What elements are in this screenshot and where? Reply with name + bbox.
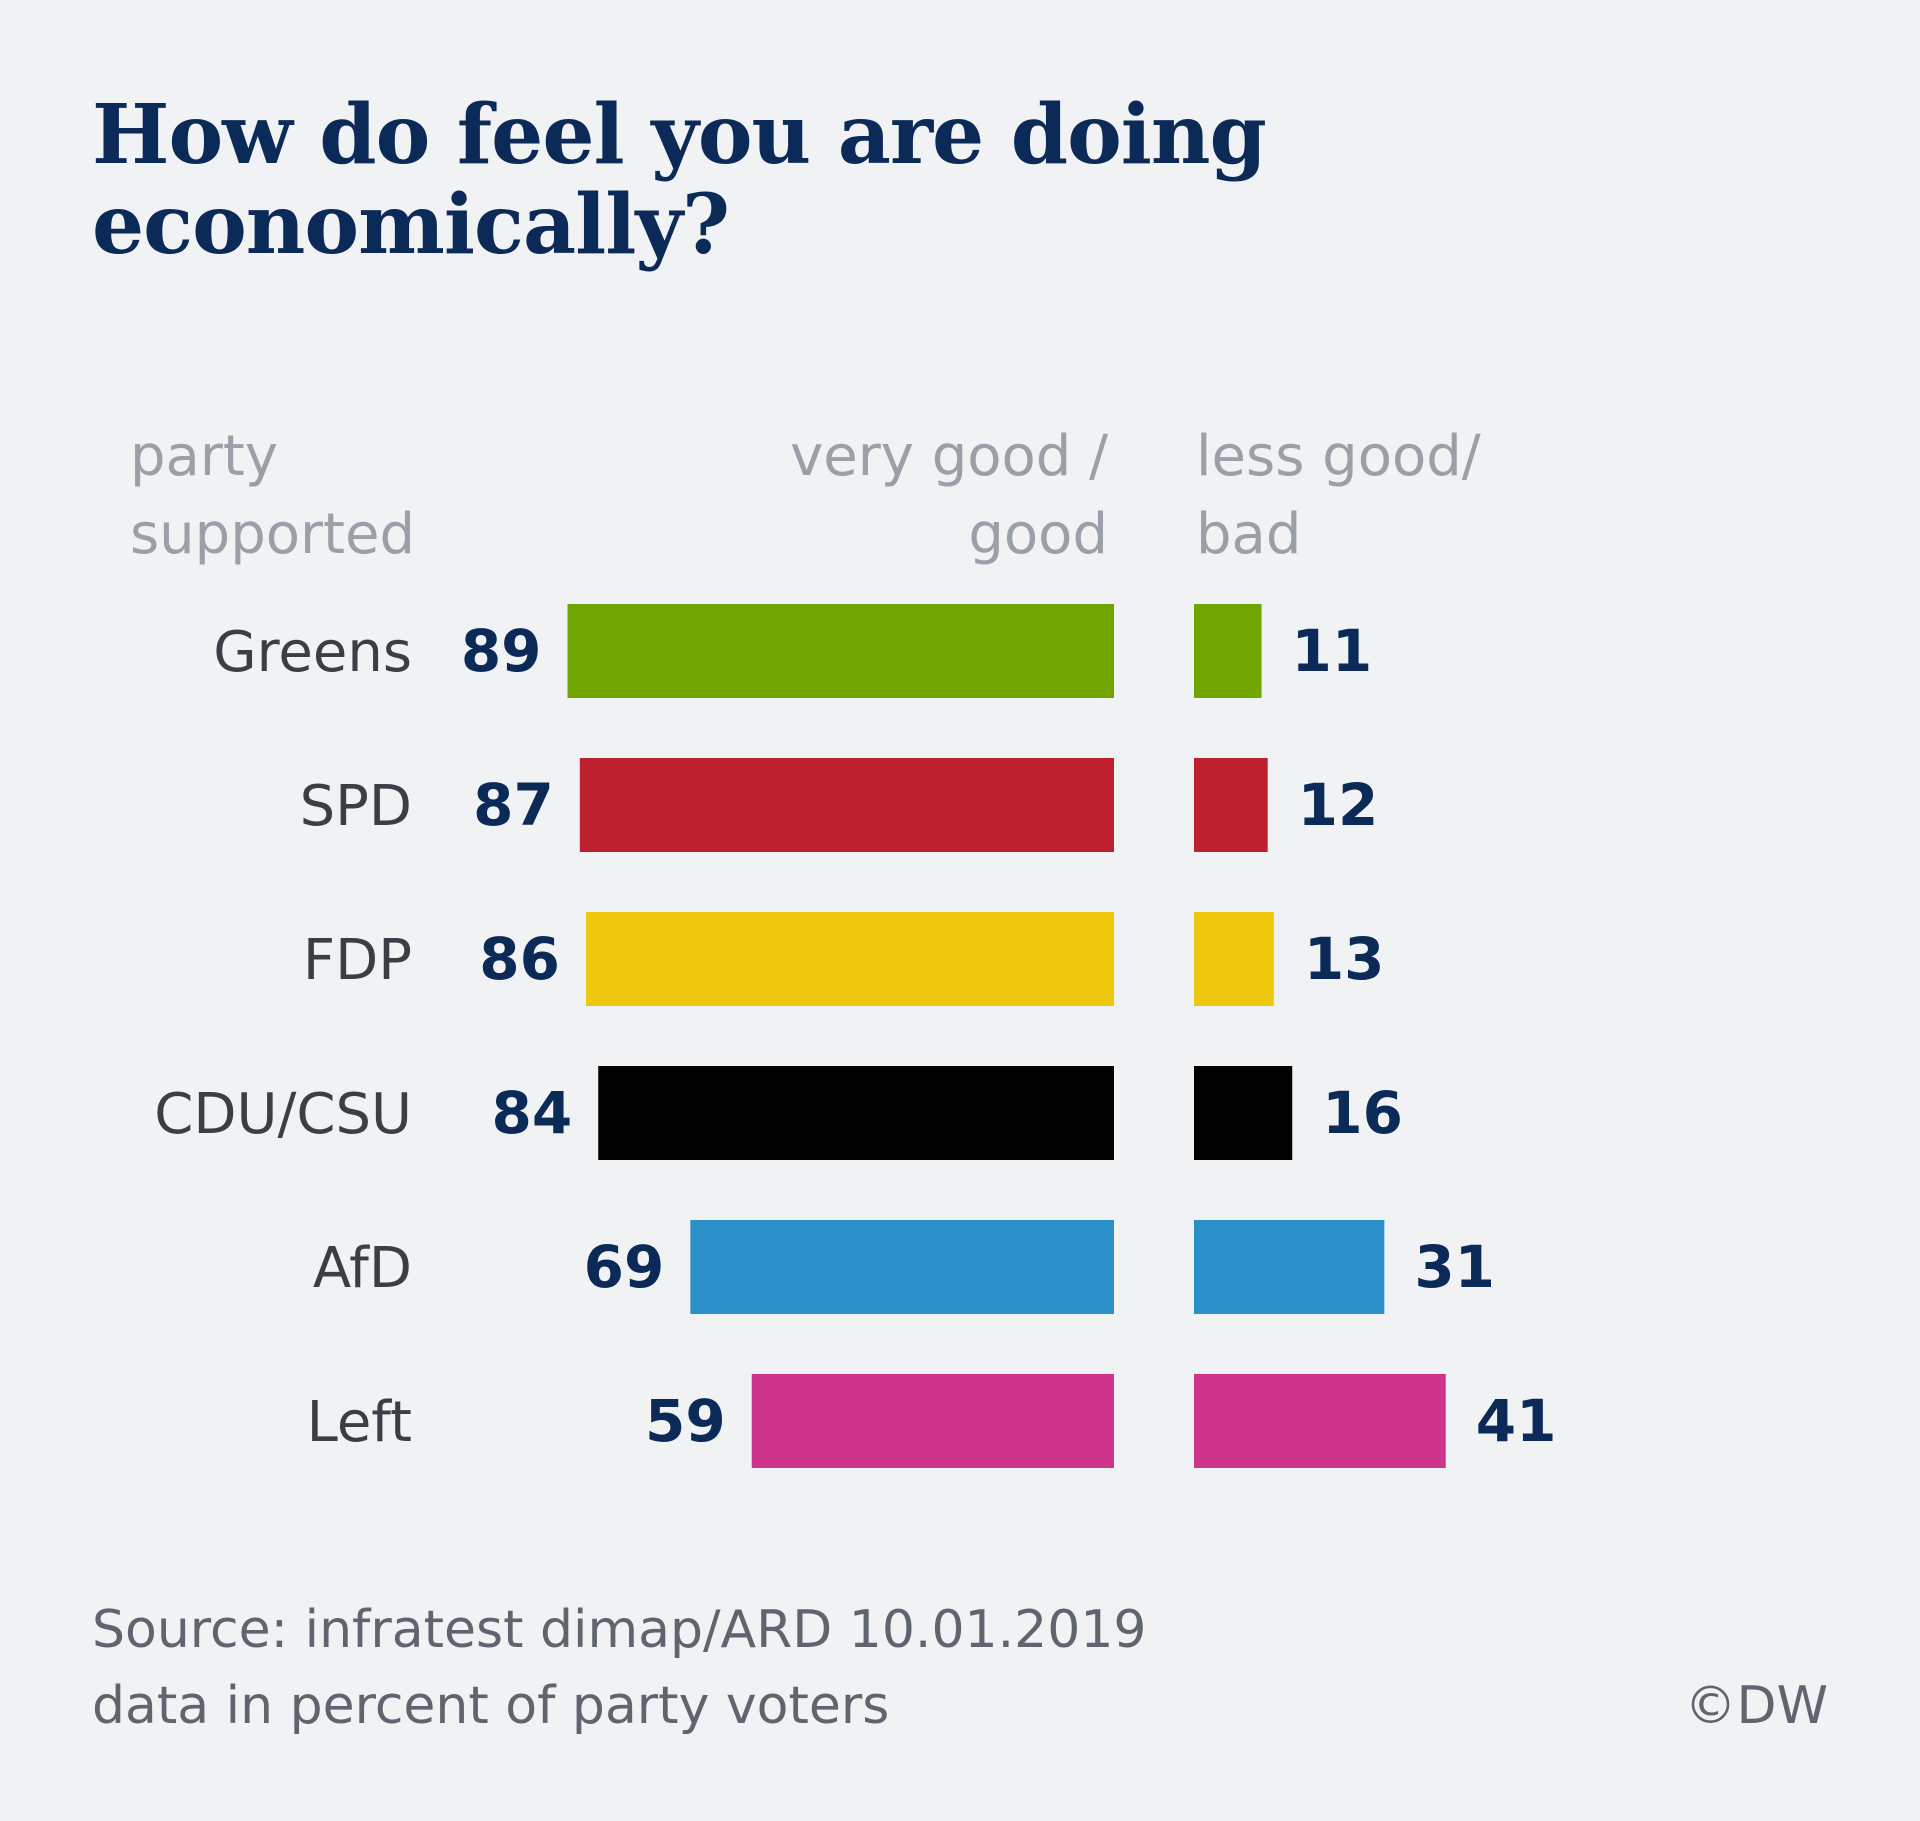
category-label-fdp: FDP [303,928,412,993]
bar-bad-cdu-csu [1194,1066,1293,1160]
bar-bad-afd [1194,1220,1385,1314]
bar-good-afd [690,1220,1114,1314]
category-label-left: Left [307,1390,412,1455]
category-label-greens: Greens [213,620,412,685]
value-good-fdp: 86 [479,925,560,993]
value-good-afd: 69 [584,1233,665,1301]
value-good-cdu-csu: 84 [492,1079,573,1147]
bar-bad-greens [1194,604,1262,698]
value-bad-fdp: 13 [1304,925,1385,993]
bar-good-left [751,1374,1114,1468]
category-label-spd: SPD [300,774,412,839]
bar-good-cdu-csu [598,1066,1114,1160]
value-good-spd: 87 [473,771,554,839]
bar-bad-left [1194,1374,1446,1468]
footer: Source: infratest dimap/ARD 10.01.2019 d… [92,1592,1147,1744]
unit-note: data in percent of party voters [92,1676,890,1736]
value-bad-cdu-csu: 16 [1322,1079,1403,1147]
value-good-left: 59 [645,1387,726,1455]
category-label-afd: AfD [313,1236,412,1301]
column-header-bad: less good/ bad [1196,424,1481,567]
chart-title: How do feel you are doing economically? [92,87,1267,273]
value-bad-left: 41 [1476,1387,1557,1455]
bar-bad-spd [1194,758,1268,852]
bar-good-fdp [585,912,1114,1006]
category-label-cdu-csu: CDU/CSU [154,1082,412,1147]
value-good-greens: 89 [461,617,542,685]
column-header-party: party supported [130,424,416,567]
value-bad-afd: 31 [1414,1233,1495,1301]
value-bad-spd: 12 [1298,771,1379,839]
bar-good-greens [567,604,1114,698]
bar-bad-fdp [1194,912,1274,1006]
source-note: Source: infratest dimap/ARD 10.01.2019 [92,1600,1147,1660]
value-bad-greens: 11 [1292,617,1373,685]
column-header-good: very good / good [790,424,1108,567]
credit: ©DW [1684,1676,1828,1736]
bar-good-spd [579,758,1114,852]
